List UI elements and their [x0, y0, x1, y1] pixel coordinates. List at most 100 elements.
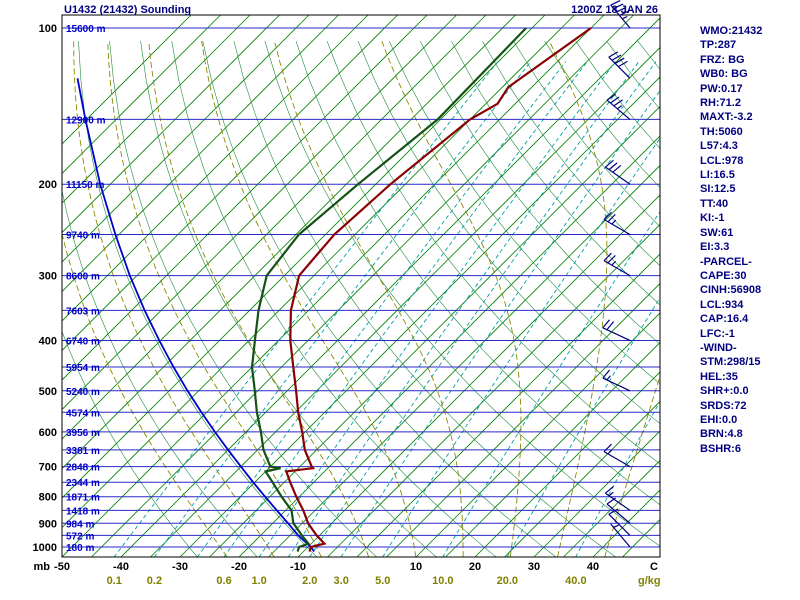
- temperature-tick-label: -30: [172, 561, 188, 573]
- pressure-tick-label: 800: [39, 492, 57, 504]
- pressure-tick-label: 200: [39, 179, 57, 191]
- temperature-tick-label: 20: [469, 561, 481, 573]
- index-line-28: BRN:4.8: [700, 428, 743, 441]
- height-label: 2848 m: [66, 463, 100, 474]
- height-label: 3956 m: [66, 428, 100, 439]
- index-line-2: FRZ: BG: [700, 53, 745, 66]
- mixing-ratio-unit-label: g/kg: [638, 575, 661, 587]
- pressure-tick-label: 600: [39, 427, 57, 439]
- height-label: 984 m: [66, 519, 94, 530]
- height-label: 7603 m: [66, 306, 100, 317]
- wind-barb: [606, 503, 631, 524]
- dewpoint-trace: [250, 27, 527, 552]
- temperature-tick-label: 10: [410, 561, 422, 573]
- chart-title: U1432 (21432) Sounding: [64, 4, 192, 16]
- mixing-ratio-tick-label: 40.0: [565, 575, 586, 587]
- pressure-tick-label: 500: [39, 386, 57, 398]
- height-label: 6740 m: [66, 336, 100, 347]
- height-label: 5954 m: [66, 363, 100, 374]
- index-line-1: TP:287: [700, 39, 737, 52]
- mixing-ratio-tick-label: 10.0: [432, 575, 453, 587]
- plot-area: [62, 15, 660, 557]
- mixing-ratio-tick-label: 0.1: [107, 575, 122, 587]
- mixing-ratio-tick-label: 0.2: [147, 575, 162, 587]
- temperature-tick-label: -20: [231, 561, 247, 573]
- pressure-tick-label: 300: [39, 271, 57, 283]
- index-line-4: PW:0.17: [700, 82, 743, 95]
- dry-adiabat-gridlines: [62, 40, 660, 557]
- index-line-6: MAXT:-3.2: [700, 111, 753, 124]
- wind-barb: [605, 492, 631, 511]
- index-line-21: LFC:-1: [700, 327, 735, 340]
- mixing-ratio-tick-label: 20.0: [497, 575, 518, 587]
- index-line-3: WB0: BG: [700, 68, 748, 81]
- index-line-13: KI:-1: [700, 212, 725, 225]
- pressure-tick-label: 1000: [33, 542, 57, 554]
- mixing-ratio-tick-label: 1.0: [251, 575, 266, 587]
- indices-panel: WMO:21432 TP:287 FRZ: BG WB0: BG PW:0.17 RH:7…: [700, 24, 798, 456]
- index-line-10: LI:16.5: [700, 169, 735, 182]
- parcel-trace: [76, 78, 315, 553]
- index-line-24: HEL:35: [700, 370, 738, 383]
- height-label: 5240 m: [66, 387, 100, 398]
- temperature-tick-label: 40: [587, 561, 599, 573]
- height-label: 3381 m: [66, 446, 100, 457]
- mixing-ratio-tick-label: 2.0: [302, 575, 317, 587]
- height-label: 1418 m: [66, 506, 100, 517]
- pressure-gridlines: [62, 27, 660, 548]
- pressure-unit-label: mb: [34, 561, 51, 573]
- temperature-tick-label: -10: [290, 561, 306, 573]
- index-line-22: -WIND-: [700, 341, 737, 354]
- pressure-tick-label: 700: [39, 462, 57, 474]
- index-line-27: EHI:0.0: [700, 413, 738, 426]
- index-line-16: -PARCEL-: [700, 255, 752, 268]
- temperature-tick-label: -50: [54, 561, 70, 573]
- index-line-5: RH:71.2: [700, 97, 741, 110]
- temperature-tick-label: 30: [528, 561, 540, 573]
- index-line-9: LCL:978: [700, 154, 744, 167]
- pressure-tick-label: 100: [39, 23, 57, 35]
- height-label: 9740 m: [66, 231, 100, 242]
- wind-barb: [608, 513, 631, 536]
- mixing-ratio-gridlines: [113, 61, 660, 557]
- index-line-26: SRDS:72: [700, 399, 747, 412]
- mixing-ratio-tick-label: 3.0: [334, 575, 349, 587]
- temperature-unit-label: C: [650, 561, 658, 573]
- plot-frame: [61, 14, 661, 558]
- height-label: 1871 m: [66, 493, 100, 504]
- wind-barbs: [602, 0, 631, 548]
- index-line-18: CINH:56908: [700, 284, 762, 297]
- wind-barb: [602, 327, 631, 342]
- index-line-15: EI:3.3: [700, 241, 730, 254]
- height-label: 572 m: [66, 531, 94, 542]
- pressure-tick-label: 400: [39, 335, 57, 347]
- height-label: 180 m: [66, 543, 94, 554]
- wind-barb: [603, 451, 631, 468]
- index-line-17: CAPE:30: [700, 269, 747, 282]
- index-line-14: SW:61: [700, 226, 734, 239]
- index-line-20: CAP:16.4: [700, 313, 749, 326]
- height-label: 12900 m: [66, 115, 106, 126]
- index-line-23: STM:298/15: [700, 356, 761, 369]
- index-line-19: LCL:934: [700, 298, 744, 311]
- index-line-29: BSHR:6: [700, 442, 741, 455]
- height-label: 15600 m: [66, 24, 106, 35]
- isotherm-gridlines: [62, 15, 660, 557]
- index-line-0: WMO:21432: [700, 25, 763, 37]
- index-line-12: TT:40: [700, 197, 729, 210]
- chart-datetime: 1200Z 18 JAN 26: [571, 4, 658, 16]
- index-line-11: SI:12.5: [700, 183, 736, 196]
- index-line-7: TH:5060: [700, 125, 743, 138]
- height-label: 11150 m: [66, 180, 104, 191]
- index-line-8: L57:4.3: [700, 140, 738, 153]
- index-line-25: SHR+:0.0: [700, 385, 749, 398]
- temperature-trace: [284, 27, 592, 552]
- height-label: 4574 m: [66, 408, 100, 419]
- mixing-ratio-tick-label: 0.6: [216, 575, 231, 587]
- mixing-ratio-tick-label: 5.0: [375, 575, 390, 587]
- height-label: 2344 m: [66, 478, 100, 489]
- temperature-tick-label: -40: [113, 561, 129, 573]
- height-label: 8600 m: [66, 272, 100, 283]
